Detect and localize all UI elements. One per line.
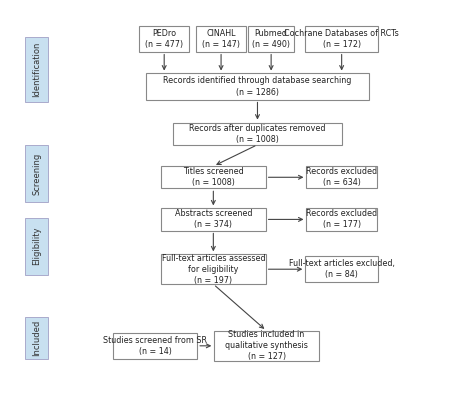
FancyBboxPatch shape xyxy=(161,254,265,284)
FancyBboxPatch shape xyxy=(161,208,265,231)
Text: Full-text articles assessed
for eligibility
(n = 197): Full-text articles assessed for eligibil… xyxy=(162,254,265,285)
Text: Records after duplicates removed
(n = 1008): Records after duplicates removed (n = 10… xyxy=(189,124,326,144)
FancyBboxPatch shape xyxy=(305,26,378,51)
Text: Pubmed
(n = 490): Pubmed (n = 490) xyxy=(252,29,290,49)
Text: Screening: Screening xyxy=(32,152,41,195)
Text: Identification: Identification xyxy=(32,41,41,97)
Text: Records excluded
(n = 634): Records excluded (n = 634) xyxy=(306,167,377,188)
Text: Full-text articles excluded,
(n = 84): Full-text articles excluded, (n = 84) xyxy=(289,259,394,279)
Text: PEDro
(n = 477): PEDro (n = 477) xyxy=(145,29,183,49)
FancyBboxPatch shape xyxy=(306,208,377,231)
FancyBboxPatch shape xyxy=(161,166,265,188)
FancyBboxPatch shape xyxy=(26,145,48,202)
FancyBboxPatch shape xyxy=(306,166,377,188)
Text: Studies screened from SR
(n = 14): Studies screened from SR (n = 14) xyxy=(103,336,207,356)
Text: Titles screened
(n = 1008): Titles screened (n = 1008) xyxy=(183,167,244,188)
FancyBboxPatch shape xyxy=(196,26,246,51)
Text: Eligibility: Eligibility xyxy=(32,227,41,265)
FancyBboxPatch shape xyxy=(26,37,48,102)
Text: Studies included in
qualitative synthesis
(n = 127): Studies included in qualitative synthesi… xyxy=(225,330,308,361)
Text: Cochrane Databases of RCTs
(n = 172): Cochrane Databases of RCTs (n = 172) xyxy=(284,29,399,49)
Text: Included: Included xyxy=(32,320,41,356)
Text: CINAHL
(n = 147): CINAHL (n = 147) xyxy=(202,29,240,49)
FancyBboxPatch shape xyxy=(139,26,189,51)
FancyBboxPatch shape xyxy=(214,331,319,361)
Text: Records identified through database searching
(n = 1286): Records identified through database sear… xyxy=(163,77,352,97)
Text: Records excluded
(n = 177): Records excluded (n = 177) xyxy=(306,209,377,229)
Text: Abstracts screened
(n = 374): Abstracts screened (n = 374) xyxy=(174,209,252,229)
FancyBboxPatch shape xyxy=(26,317,48,359)
FancyBboxPatch shape xyxy=(146,73,369,99)
FancyBboxPatch shape xyxy=(305,256,378,282)
FancyBboxPatch shape xyxy=(248,26,294,51)
FancyBboxPatch shape xyxy=(173,122,342,145)
FancyBboxPatch shape xyxy=(113,333,197,359)
FancyBboxPatch shape xyxy=(26,218,48,275)
